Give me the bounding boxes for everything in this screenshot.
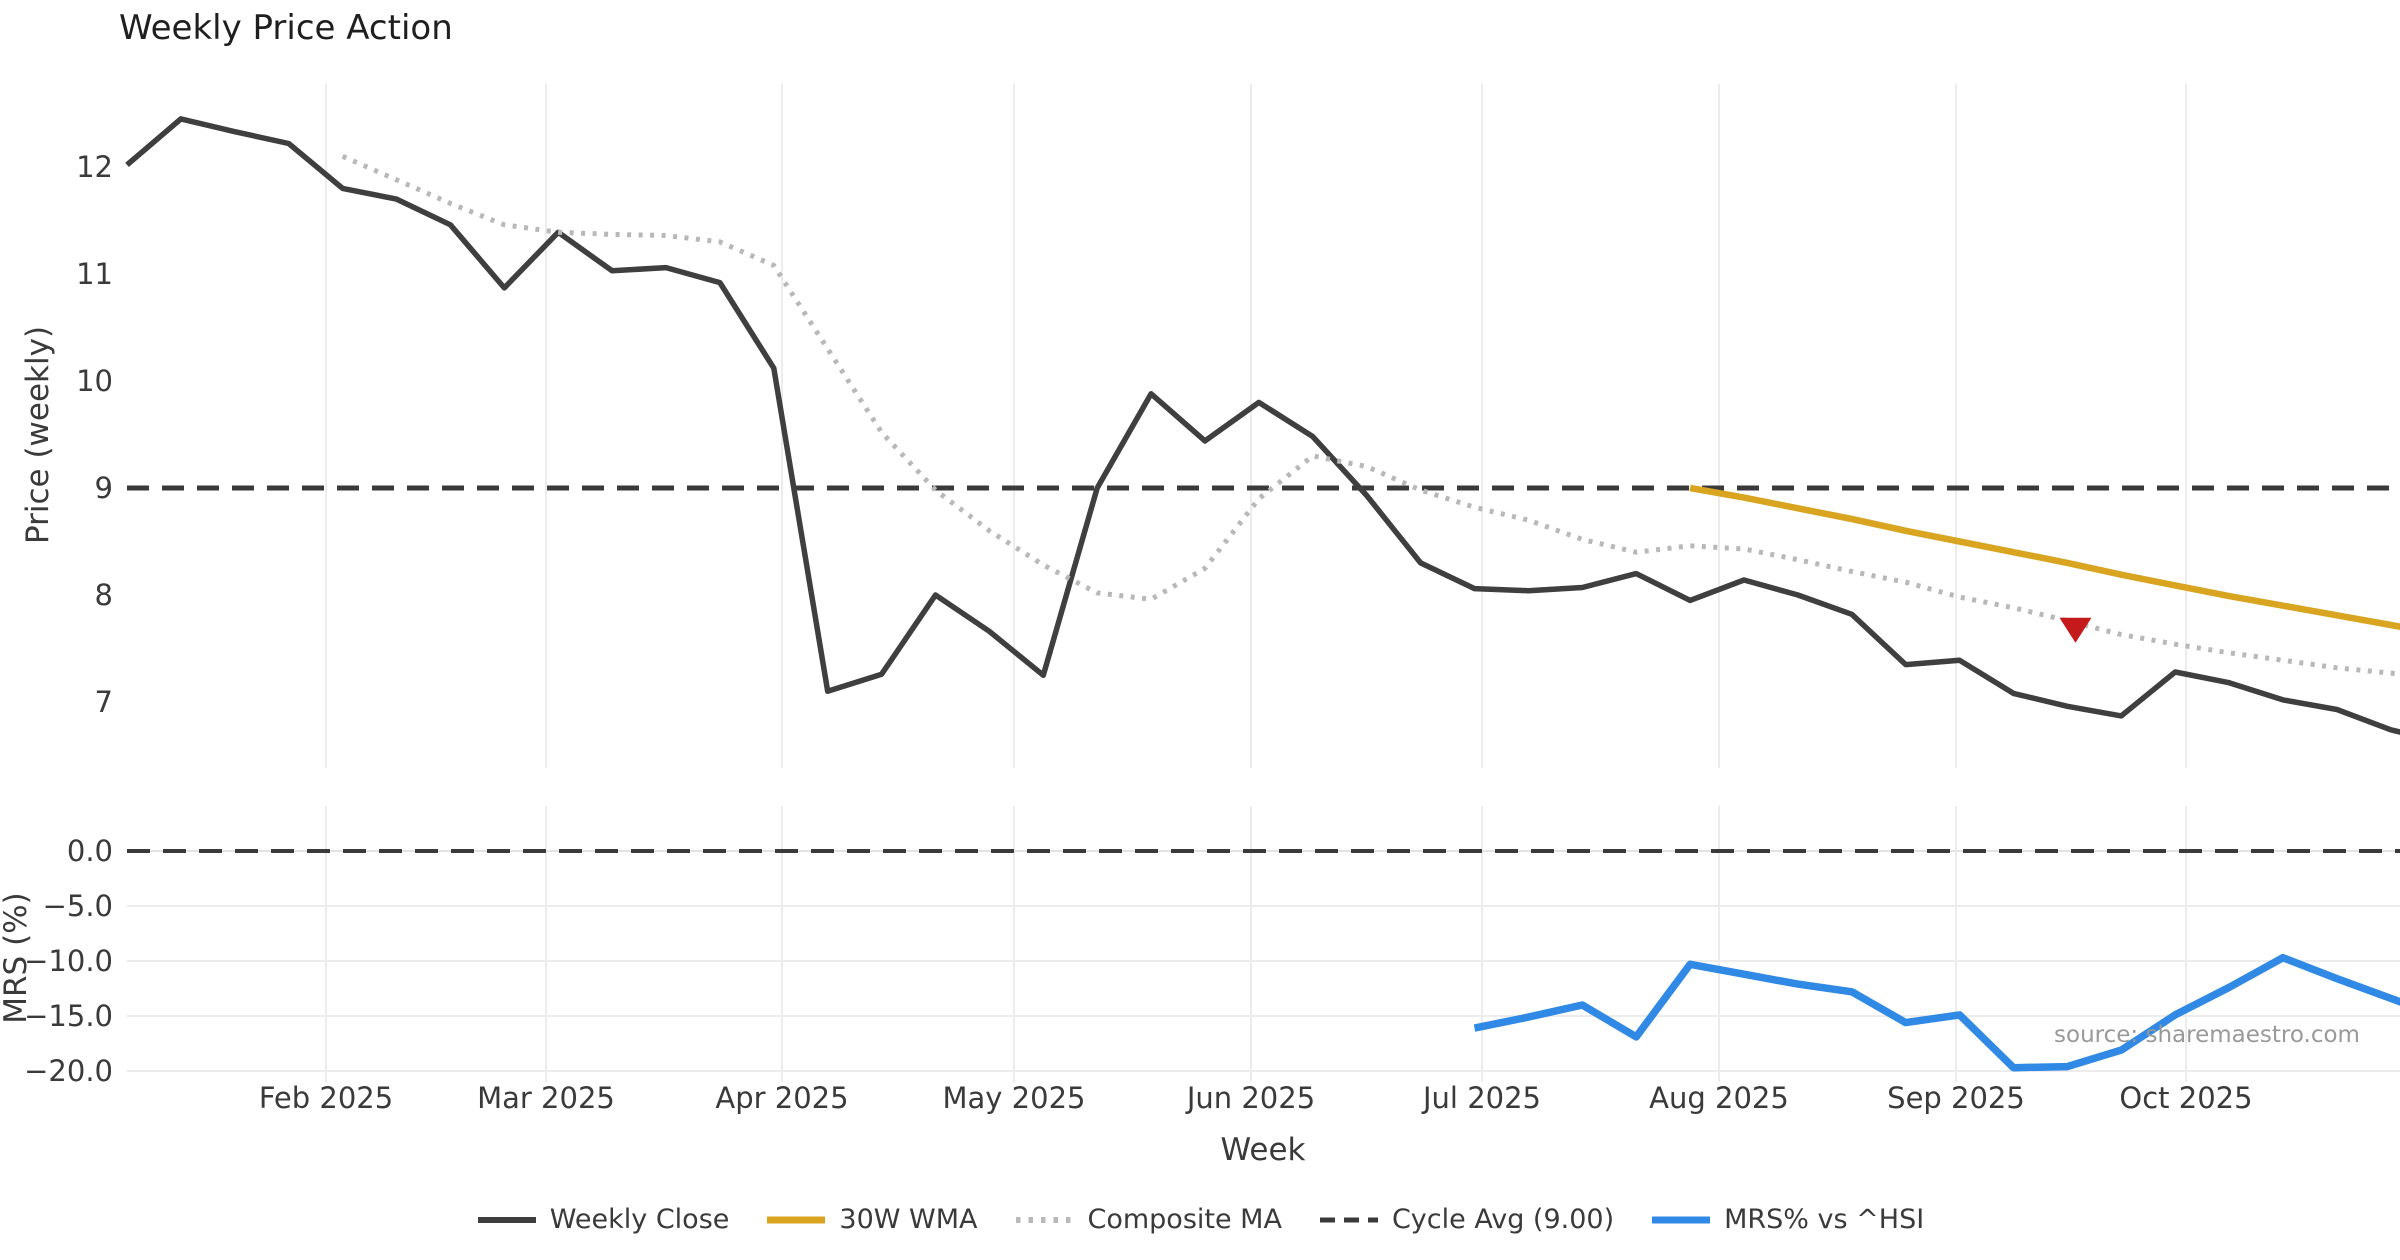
legend-item-weekly-close: Weekly Close bbox=[476, 1204, 730, 1235]
series-mrs-vs-hsi bbox=[1473, 953, 2400, 1072]
source-watermark: source: sharemaestro.com bbox=[2054, 1022, 2360, 1048]
price-axis-label: Price (weekly) bbox=[20, 326, 56, 544]
x-tick-label: Feb 2025 bbox=[259, 1081, 393, 1115]
x-axis-label: Week bbox=[1221, 1132, 1306, 1168]
legend-swatch-icon bbox=[477, 1216, 536, 1223]
legend-item-mrs-vs-hsi: MRS% vs ^HSI bbox=[1650, 1204, 1924, 1235]
y-tick-label: −5.0 bbox=[43, 889, 113, 923]
x-tick-label: Mar 2025 bbox=[477, 1081, 615, 1115]
y-tick-label: 7 bbox=[95, 685, 113, 719]
x-tick-label: Jun 2025 bbox=[1185, 1081, 1315, 1115]
y-tick-label: 11 bbox=[76, 257, 113, 291]
y-tick-label: 10 bbox=[76, 364, 113, 398]
legend-label: Cycle Avg (9.00) bbox=[1391, 1204, 1615, 1235]
y-tick-label: 0.0 bbox=[67, 834, 113, 868]
x-tick-label: Sep 2025 bbox=[1887, 1081, 2025, 1115]
y-tick-label: 8 bbox=[95, 578, 113, 612]
series-30w-wma bbox=[1689, 484, 2400, 630]
series-composite-ma bbox=[341, 154, 2400, 677]
legend-swatch-icon bbox=[1652, 1216, 1711, 1223]
legend-label: 30W WMA bbox=[839, 1204, 978, 1235]
series-weekly-close bbox=[125, 116, 2400, 735]
y-tick-label: 9 bbox=[95, 471, 113, 505]
mrs-axis-label: MRS (%) bbox=[0, 892, 34, 1023]
legend-item-composite-ma: Composite MA bbox=[1014, 1204, 1282, 1235]
x-tick-label: Oct 2025 bbox=[2119, 1081, 2252, 1115]
legend-item-cycle-avg-9-00-: Cycle Avg (9.00) bbox=[1318, 1204, 1614, 1235]
legend: Weekly Close 30W WMA Composite MA Cycle Avg… bbox=[0, 1204, 2400, 1235]
page-title: Weekly Price Action bbox=[119, 8, 453, 48]
x-tick-label: Apr 2025 bbox=[715, 1081, 848, 1115]
legend-label: Composite MA bbox=[1087, 1204, 1282, 1235]
sell-signal-marker-icon bbox=[2059, 617, 2092, 643]
y-tick-label: −20.0 bbox=[24, 1054, 113, 1088]
legend-label: Weekly Close bbox=[549, 1204, 730, 1235]
x-tick-label: Aug 2025 bbox=[1649, 1081, 1789, 1115]
legend-label: MRS% vs ^HSI bbox=[1724, 1204, 1925, 1235]
gridlines bbox=[127, 84, 2400, 1082]
y-tick-label: 12 bbox=[76, 150, 113, 184]
legend-swatch-icon bbox=[1015, 1216, 1074, 1223]
legend-swatch-icon bbox=[767, 1216, 826, 1223]
tick-labels: 12 11 10 9 8 7 0.0 −5.0 −10.0 −15.0 −20.0 Feb 2025 M… bbox=[24, 150, 2252, 1115]
y-tick-label: −10.0 bbox=[24, 944, 113, 978]
x-tick-label: Jul 2025 bbox=[1421, 1081, 1541, 1115]
y-tick-label: −15.0 bbox=[24, 999, 113, 1033]
legend-swatch-icon bbox=[1319, 1217, 1378, 1222]
legend-item-30w-wma: 30W WMA bbox=[765, 1204, 978, 1235]
x-tick-label: May 2025 bbox=[943, 1081, 1086, 1115]
